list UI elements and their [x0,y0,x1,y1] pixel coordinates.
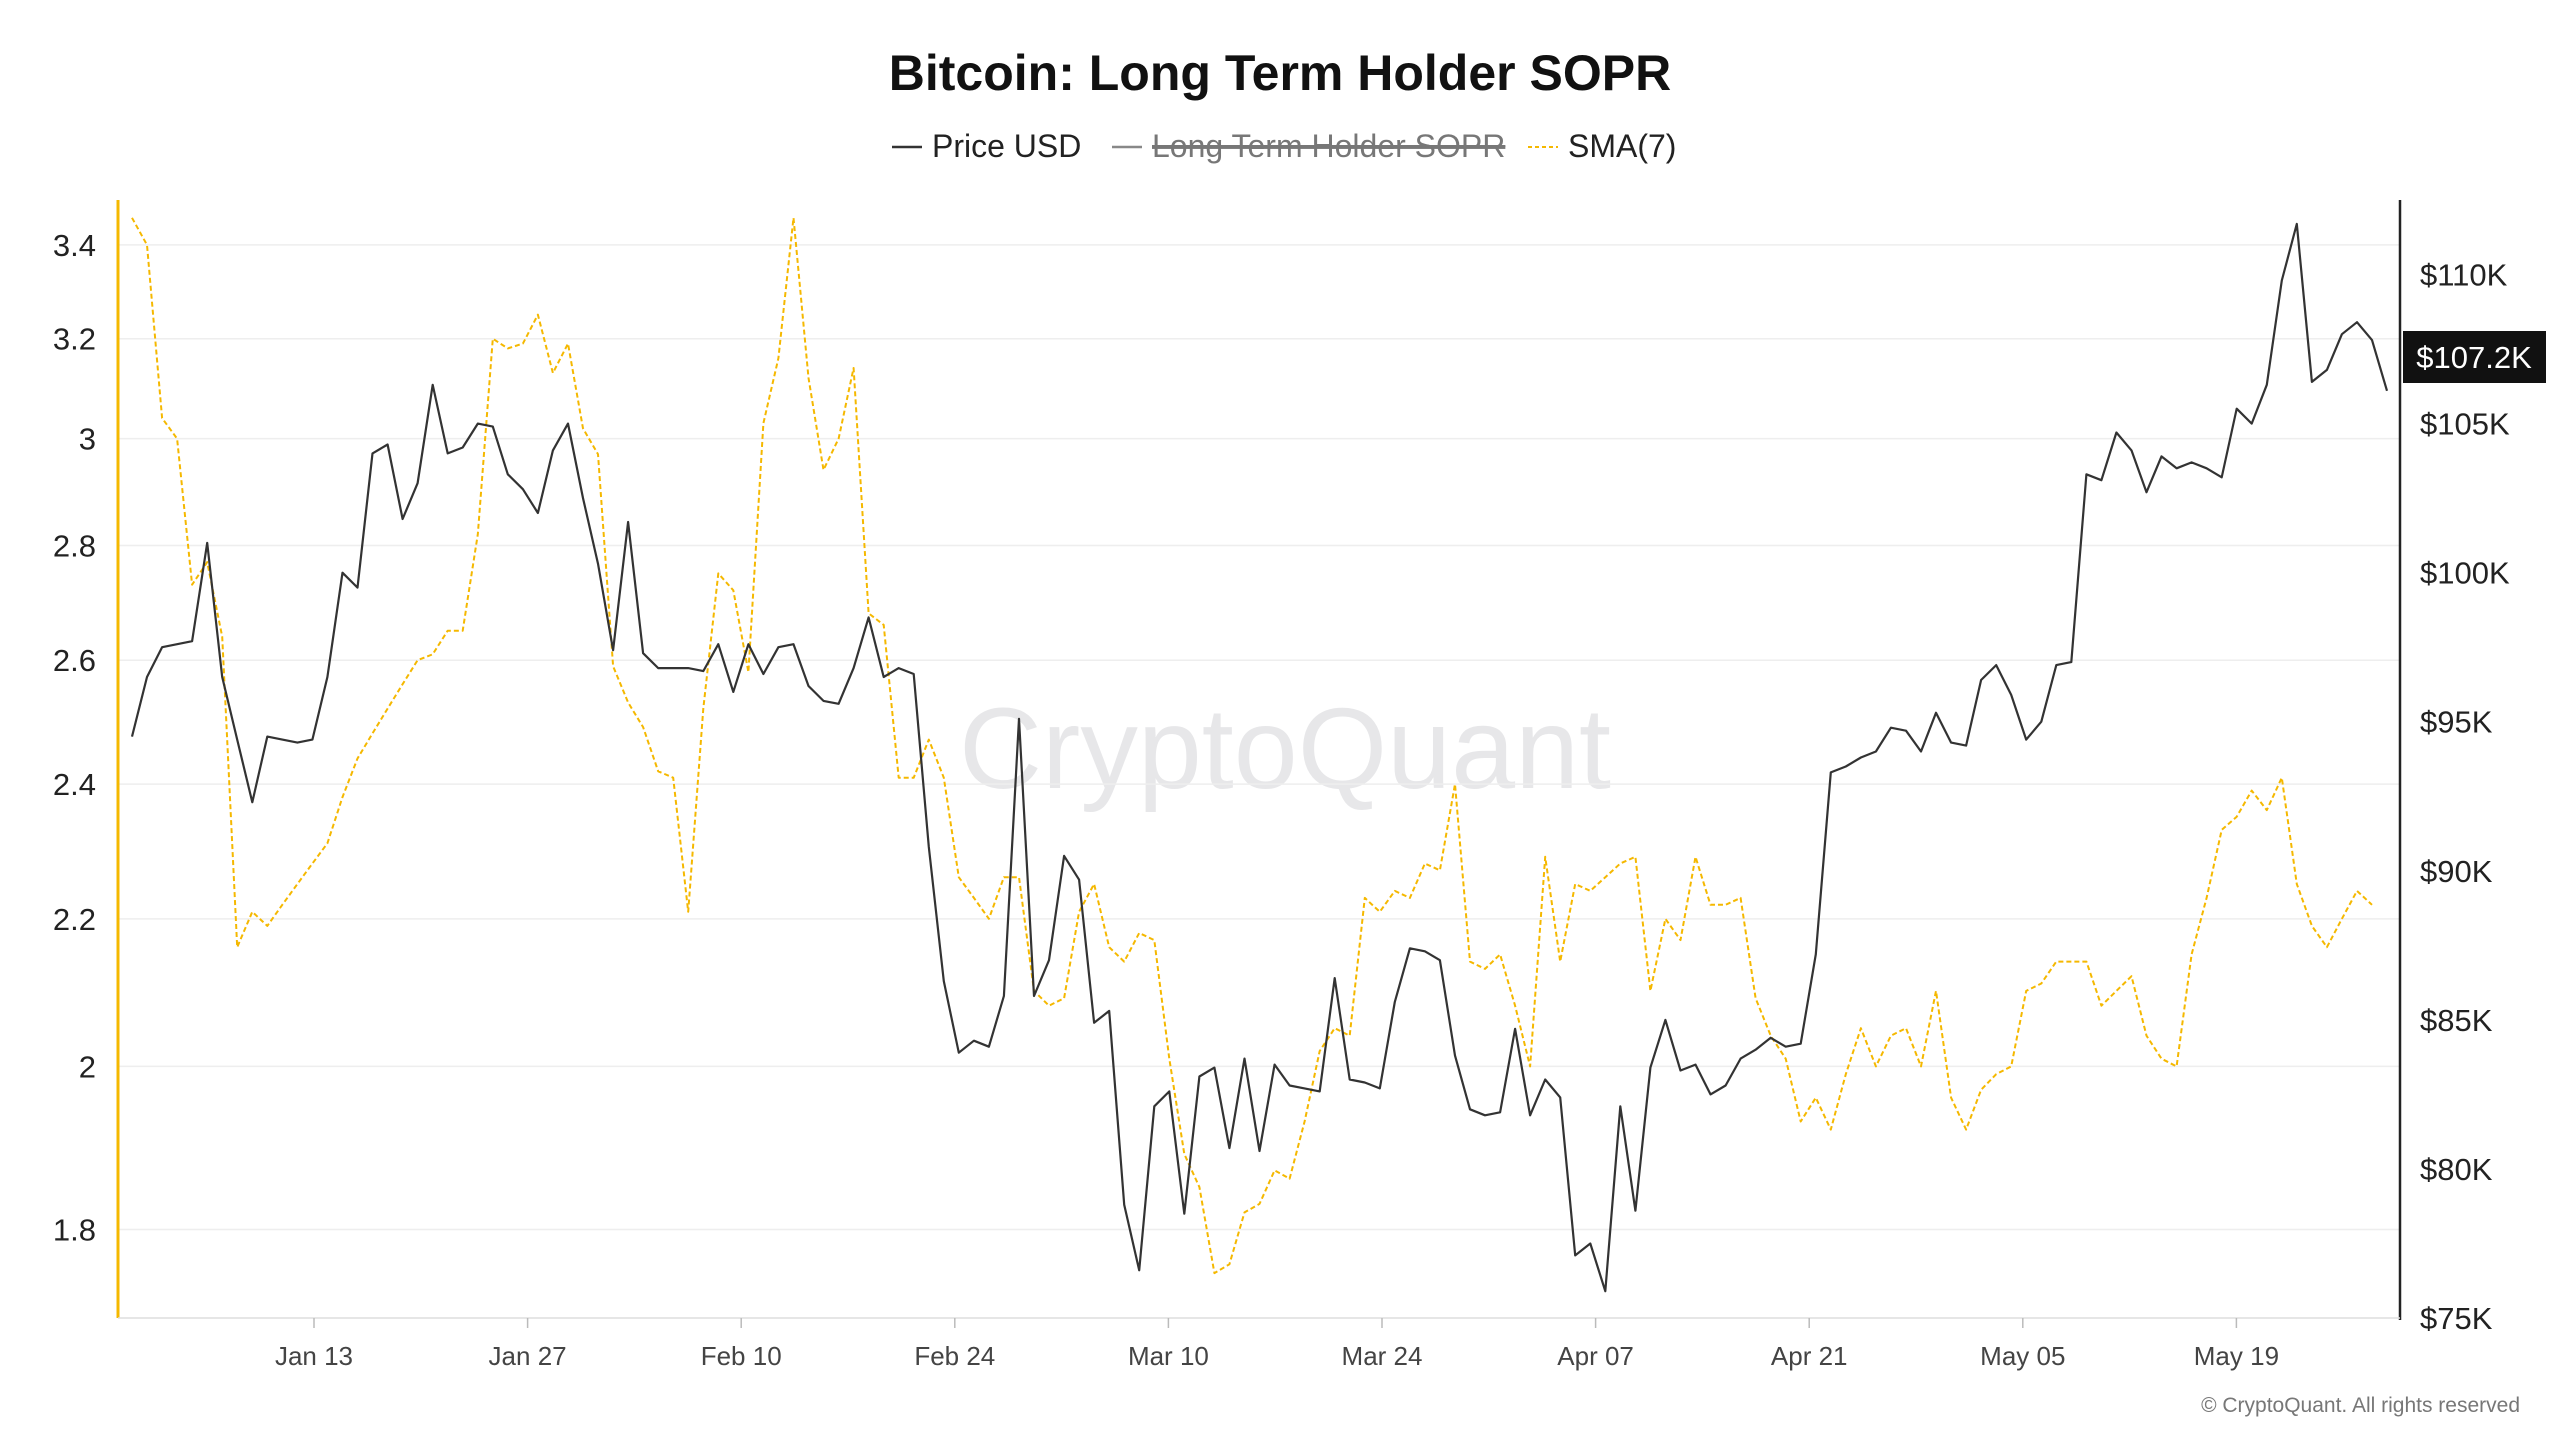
right-axis-tick-label: $105K [2420,407,2510,442]
left-axis-tick-label: 1.8 [53,1213,96,1248]
sma7-series-line [131,216,2373,1275]
left-axis-tick-label: 2 [79,1049,96,1084]
current-price-label: $107.2K [2416,340,2532,375]
x-axis-tick-label: Feb 10 [701,1341,782,1371]
left-axis-tick-label: 3.2 [53,322,96,357]
x-axis-tick-label: Jan 27 [489,1341,567,1371]
chart-title: Bitcoin: Long Term Holder SOPR [889,45,1671,101]
x-axis-tick-label: May 05 [1980,1341,2065,1371]
x-axis-tick-label: Jan 13 [275,1341,353,1371]
price-usd-series-line [130,222,2389,1293]
legend-item[interactable]: Price USD [892,128,1081,164]
legend[interactable]: Price USD Long Term Holder SOPR SMA(7) [892,128,1676,164]
x-axis-tick-label: Feb 24 [914,1341,995,1371]
left-axis-tick-label: 3.4 [53,228,96,263]
right-axis-tick-label: $75K [2420,1301,2493,1336]
series-layer [130,216,2389,1293]
current-price-badge [2403,331,2546,383]
right-axis-tick-label: $110K [2420,258,2508,293]
watermark: CryptoQuant [959,685,1611,813]
left-axis-tick-label: 2.8 [53,528,96,563]
axes: 1.8 2 2.2 2.4 2.6 2.8 3 3.2 3.4 $75K $80K $85K $90K $… [53,200,2546,1371]
left-axis-tick-label: 2.2 [53,902,96,937]
right-axis-tick-label: $90K [2420,854,2493,889]
right-axis-tick-label: $80K [2420,1152,2493,1187]
x-axis-tick-label: May 19 [2194,1341,2279,1371]
x-axis-tick-label: Mar 24 [1342,1341,1423,1371]
right-axis-tick-label: $95K [2420,705,2493,740]
right-axis-tick-label: $85K [2420,1003,2493,1038]
right-axis-tick-label: $100K [2420,556,2510,591]
legend-item[interactable]: Long Term Holder SOPR [1112,128,1506,164]
x-axis-tick-label: Apr 07 [1557,1341,1634,1371]
legend-label: SMA(7) [1568,128,1676,164]
left-axis-tick-label: 2.4 [53,767,96,802]
grid [118,244,2400,1231]
copyright-text: © CryptoQuant. All rights reserved [2201,1394,2520,1417]
x-axis-tick-label: Mar 10 [1128,1341,1209,1371]
x-axis-tick-label: Apr 21 [1771,1341,1848,1371]
left-axis-tick-label: 2.6 [53,643,96,678]
legend-label: Price USD [932,128,1081,164]
left-axis-tick-label: 3 [79,422,96,457]
legend-item[interactable]: SMA(7) [1528,128,1676,164]
